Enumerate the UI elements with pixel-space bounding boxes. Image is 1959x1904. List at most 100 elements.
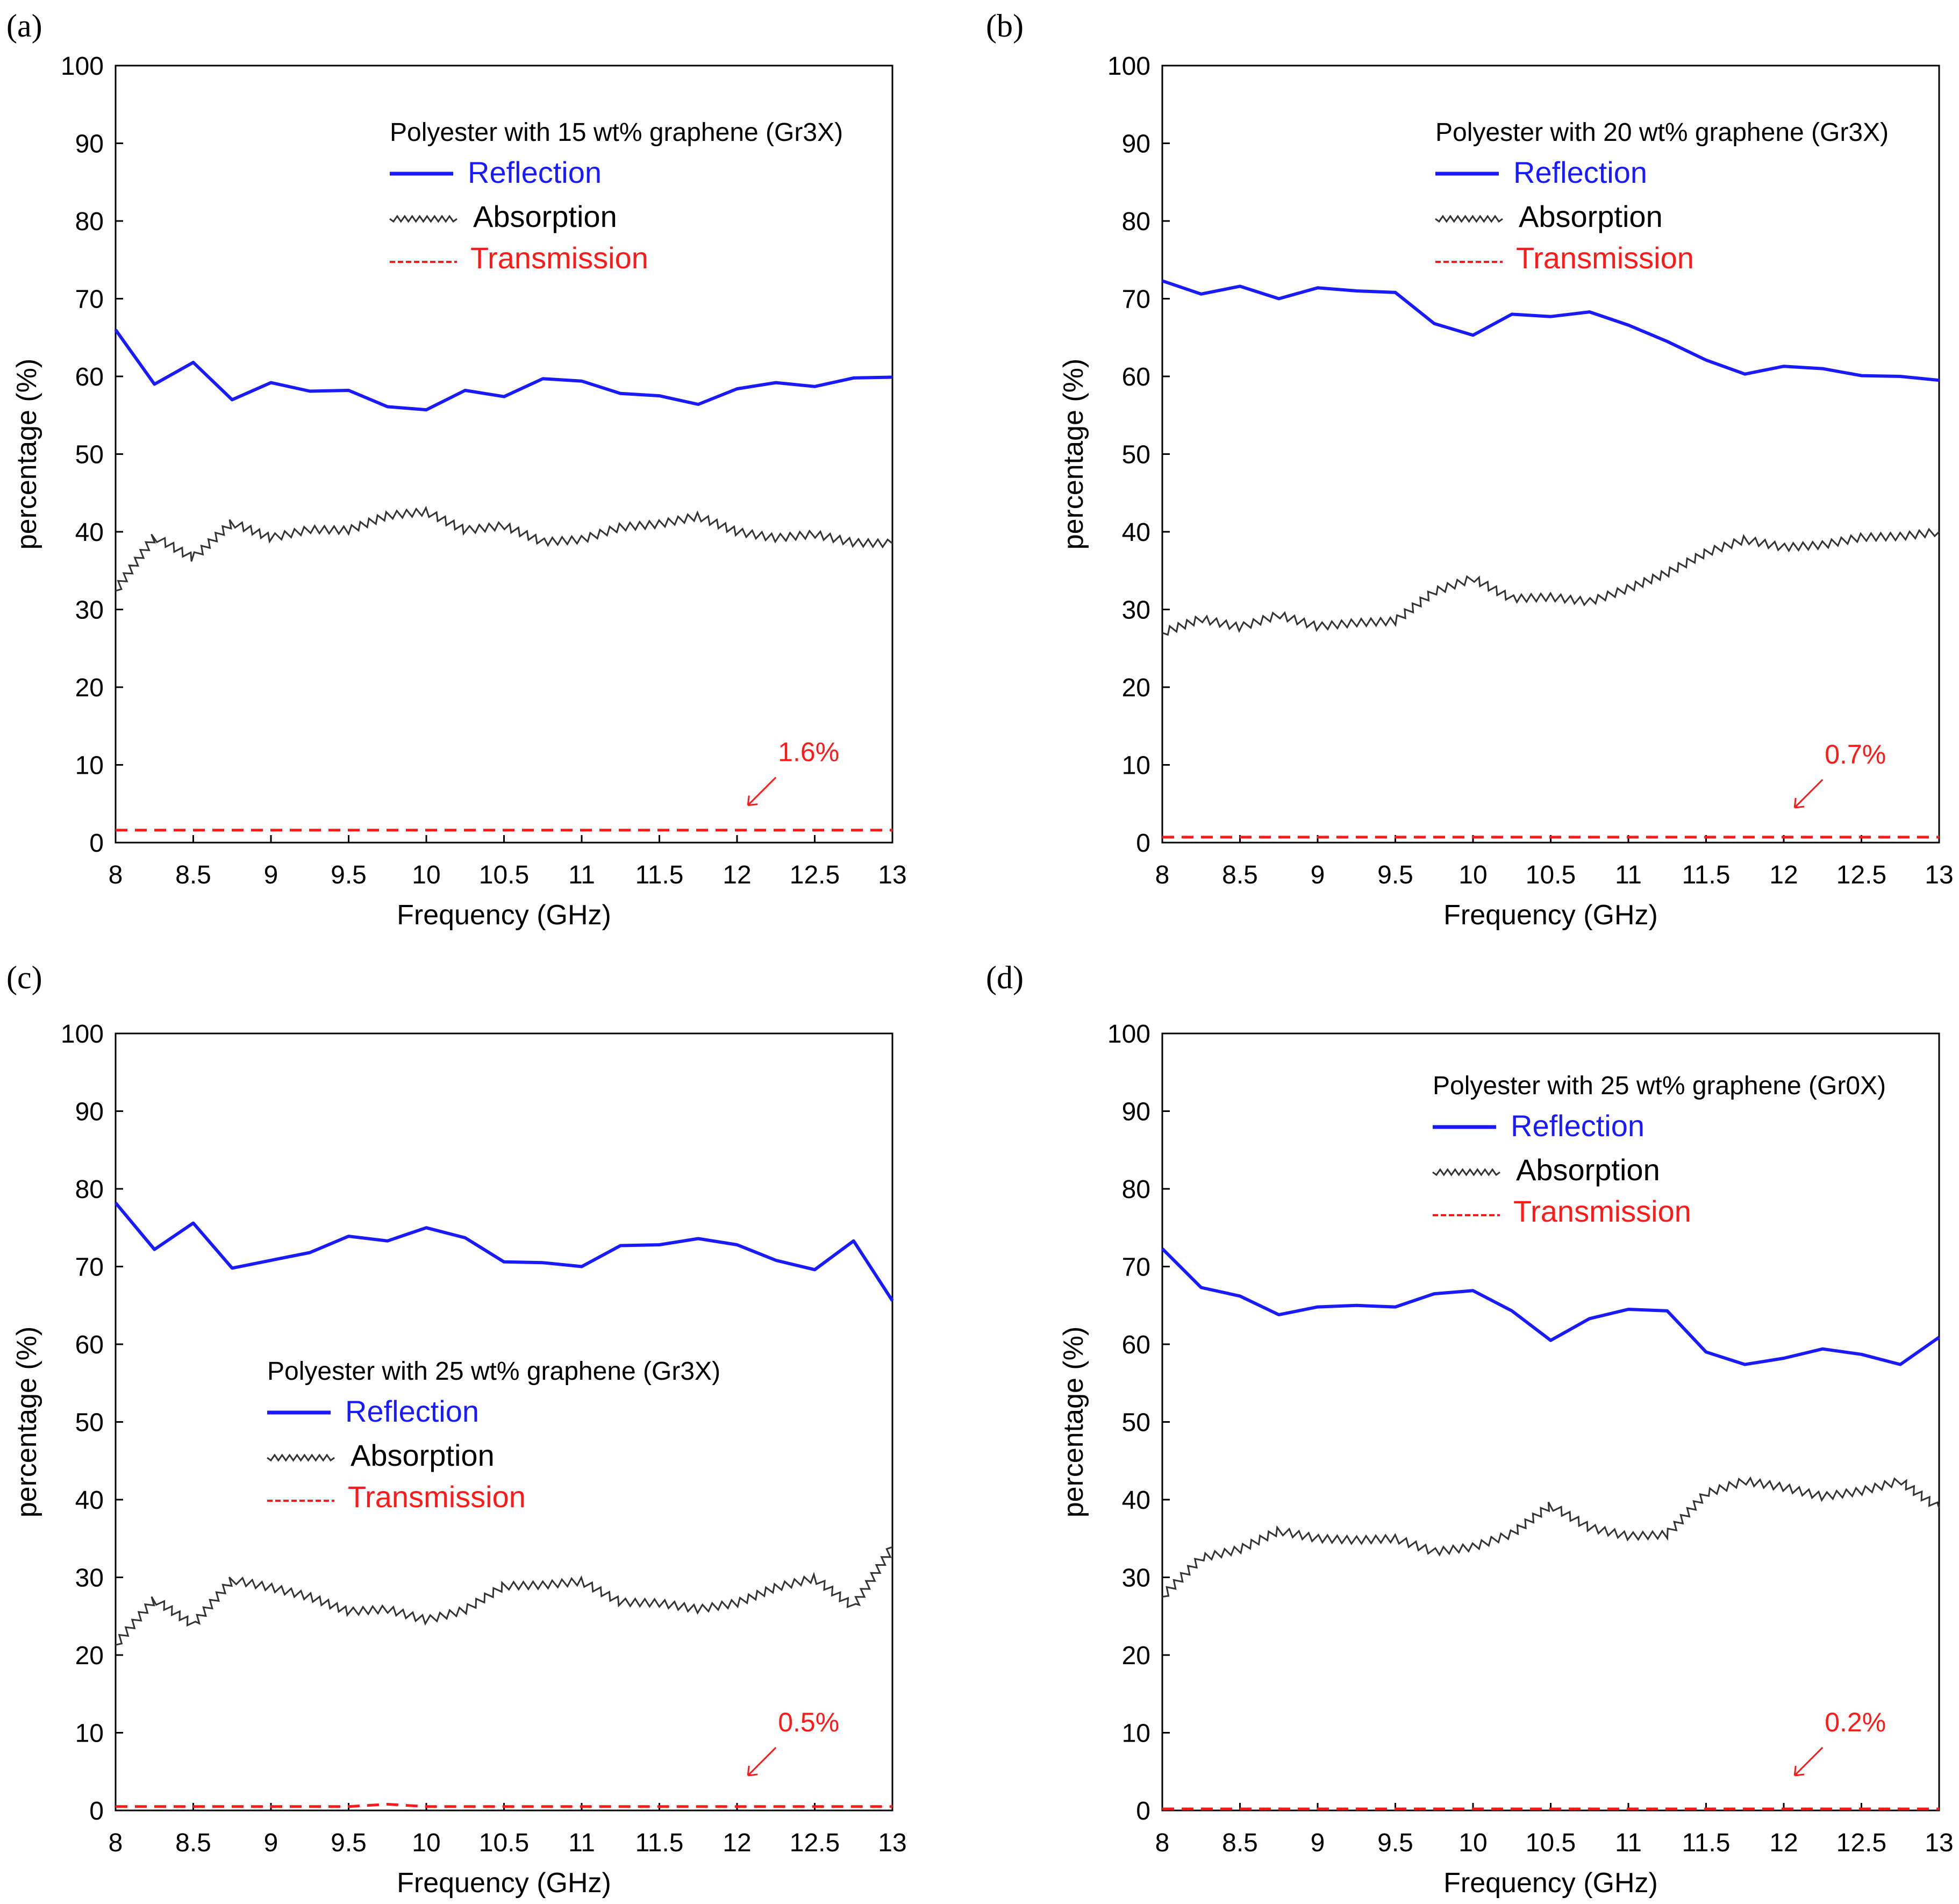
x-tick-label: 9.5 xyxy=(331,1829,367,1857)
y-tick-label: 0 xyxy=(89,1797,104,1825)
x-tick-label: 8 xyxy=(1155,1829,1170,1857)
series-line-absorption xyxy=(115,505,893,592)
x-tick-label: 8 xyxy=(109,1829,123,1857)
x-tick-label: 10.5 xyxy=(479,861,529,889)
series-group xyxy=(114,329,893,832)
y-tick-label: 50 xyxy=(75,1409,104,1437)
legend-swatch-absorption xyxy=(1432,1168,1500,1176)
panel-label: (a) xyxy=(6,8,42,44)
y-axis-label: percentage (%) xyxy=(1058,359,1089,550)
panel-b: (b) 0 10 20 30 40 50 60 70 80 90 100 8 8.5 9 9.5 10 10.5 1… xyxy=(986,8,1954,931)
y-tick-label: 30 xyxy=(75,596,104,625)
y-tick-label: 70 xyxy=(1122,286,1150,314)
panel-label: (c) xyxy=(6,960,42,995)
y-tick-label: 20 xyxy=(1122,1642,1150,1670)
annotation-label: 1.6% xyxy=(778,737,839,767)
panel-label: (d) xyxy=(986,960,1024,995)
x-axis-label: Frequency (GHz) xyxy=(397,900,611,931)
legend-title: Polyester with 15 wt% graphene (Gr3X) xyxy=(390,118,843,147)
legend-title: Polyester with 25 wt% graphene (Gr3X) xyxy=(267,1357,720,1386)
y-tick-label: 10 xyxy=(1122,1720,1150,1748)
legend-label-absorption: Absorption xyxy=(1519,199,1663,233)
legend-swatch-absorption xyxy=(389,215,457,223)
legend-swatch-absorption xyxy=(267,1453,335,1462)
y-tick-label: 0 xyxy=(1136,829,1150,858)
legend-title: Polyester with 25 wt% graphene (Gr0X) xyxy=(1433,1072,1886,1100)
panel-d: (d) 0 10 20 30 40 50 60 70 80 90 100 8 8.5 9 9.5 10 10.5 1… xyxy=(986,960,1954,1899)
series-line-absorption xyxy=(1162,527,1940,636)
x-tick-label: 10 xyxy=(1458,861,1487,889)
y-tick-label: 40 xyxy=(75,1486,104,1515)
series-group xyxy=(1162,279,1940,839)
legend: Polyester with 25 wt% graphene (Gr3X) Ref… xyxy=(267,1357,720,1514)
x-tick-label: 8.5 xyxy=(175,1829,211,1857)
y-tick-label: 80 xyxy=(75,1175,104,1204)
y-tick-label: 60 xyxy=(1122,363,1150,391)
annotation-arrow xyxy=(1793,1746,1824,1777)
y-tick-label: 20 xyxy=(1122,674,1150,702)
y-tick-label: 70 xyxy=(75,1253,104,1282)
y-axis-label: percentage (%) xyxy=(11,1327,42,1518)
panel-c: (c) 0 10 20 30 40 50 60 70 80 90 100 8 8.5 9 9.5 10 10.5 1… xyxy=(6,960,907,1899)
x-tick-label: 8.5 xyxy=(1222,861,1258,889)
x-tick-label: 8 xyxy=(109,861,123,889)
legend-label-absorption: Absorption xyxy=(351,1438,495,1472)
panel-label: (b) xyxy=(986,8,1024,44)
x-tick-label: 11.5 xyxy=(635,861,684,889)
x-tick-label: 13 xyxy=(878,1829,906,1857)
x-tick-label: 9 xyxy=(1311,1829,1325,1857)
y-tick-label: 80 xyxy=(75,208,104,236)
legend-label-transmission: Transmission xyxy=(348,1480,526,1514)
y-tick-label: 20 xyxy=(75,674,104,702)
x-tick-label: 13 xyxy=(1925,1829,1953,1857)
x-tick-label: 8.5 xyxy=(175,861,211,889)
x-tick-label: 10.5 xyxy=(1526,861,1576,889)
y-tick-label: 20 xyxy=(75,1642,104,1670)
x-tick-label: 11.5 xyxy=(635,1829,684,1857)
x-tick-label: 12.5 xyxy=(1836,861,1886,889)
y-tick-label: 10 xyxy=(75,752,104,780)
x-tick-label: 13 xyxy=(1925,861,1953,889)
x-tick-label: 12 xyxy=(723,861,751,889)
y-tick-label: 100 xyxy=(61,52,104,81)
y-tick-label: 70 xyxy=(75,286,104,314)
legend-label-transmission: Transmission xyxy=(470,241,648,275)
annotation-label: 0.7% xyxy=(1825,739,1886,769)
series-line-reflection xyxy=(114,329,893,412)
x-tick-label: 12.5 xyxy=(790,1829,840,1857)
series-line-reflection xyxy=(114,1202,894,1302)
y-tick-label: 30 xyxy=(1122,1564,1150,1593)
x-tick-label: 11 xyxy=(568,861,595,889)
x-tick-label: 9.5 xyxy=(1377,861,1413,889)
series-group xyxy=(1161,1247,1940,1810)
y-tick-label: 30 xyxy=(1122,596,1150,625)
x-tick-label: 11 xyxy=(568,1829,595,1857)
y-tick-label: 90 xyxy=(1122,1098,1150,1126)
x-tick-label: 9 xyxy=(264,1829,278,1857)
legend-label-reflection: Reflection xyxy=(1513,155,1647,189)
x-tick-label: 10 xyxy=(412,1829,440,1857)
legend-label-absorption: Absorption xyxy=(473,199,617,233)
y-tick-label: 50 xyxy=(75,441,104,469)
y-tick-label: 90 xyxy=(1122,130,1150,159)
panel-a: (a) 0 10 20 30 40 50 60 70 80 90 100 8 8.5 9 9.5 10 10.5 1… xyxy=(6,8,907,931)
x-tick-label: 11.5 xyxy=(1682,861,1731,889)
plot-frame xyxy=(1161,1032,1940,1812)
series-line-reflection xyxy=(1161,1247,1940,1366)
series-line-reflection xyxy=(1162,279,1940,382)
y-tick-label: 10 xyxy=(1122,752,1150,780)
legend-label-transmission: Transmission xyxy=(1513,1194,1691,1228)
series-line-absorption xyxy=(1162,1476,1940,1598)
x-tick-label: 9.5 xyxy=(1377,1829,1413,1857)
y-axis-label: percentage (%) xyxy=(1058,1327,1089,1518)
x-tick-label: 12 xyxy=(1769,861,1798,889)
annotation-arrow xyxy=(747,1746,777,1777)
y-axis-label: percentage (%) xyxy=(11,359,42,550)
x-tick-label: 11 xyxy=(1615,1829,1642,1857)
y-tick-label: 0 xyxy=(89,829,104,858)
y-tick-label: 60 xyxy=(1122,1331,1150,1359)
x-axis-label: Frequency (GHz) xyxy=(397,1867,611,1899)
plot-frame xyxy=(115,1032,893,1812)
y-tick-label: 30 xyxy=(75,1564,104,1593)
y-tick-label: 100 xyxy=(1107,52,1150,81)
